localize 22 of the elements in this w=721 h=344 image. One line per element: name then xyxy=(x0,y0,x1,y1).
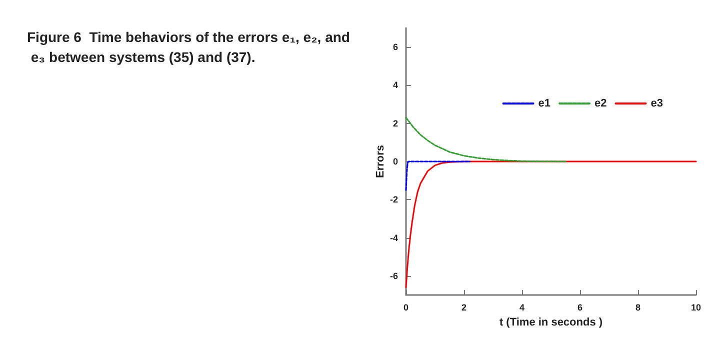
y-tick-label: 0 xyxy=(392,156,398,166)
x-tick-label: 6 xyxy=(577,302,583,312)
x-tick-label: 2 xyxy=(461,302,467,312)
x-tick-label: 4 xyxy=(519,302,525,312)
x-tick-label: 0 xyxy=(403,302,409,312)
y-axis-title: Errors xyxy=(374,144,387,178)
legend-label: e1 xyxy=(538,98,551,110)
line-series xyxy=(405,160,471,191)
legend-label: e2 xyxy=(594,98,607,110)
x-tick-label: 10 xyxy=(690,302,702,312)
text: Figure 6 Time behaviors of the errors e₁, e₂, and e₃ between systems (35) and (37). xyxy=(27,29,350,65)
x-tick-label: 8 xyxy=(635,302,641,312)
y-tick-label: -2 xyxy=(390,194,398,205)
y-tick-label: 4 xyxy=(392,80,398,90)
y-tick-label: -4 xyxy=(390,232,398,243)
y-tick-label: 2 xyxy=(392,118,398,128)
y-tick-label: -6 xyxy=(390,270,398,281)
legend-label: e3 xyxy=(650,98,664,110)
line-series xyxy=(405,160,697,288)
y-tick-label: 6 xyxy=(392,42,398,52)
line-series xyxy=(405,116,566,162)
x-axis-title: t (Time in seconds ) xyxy=(499,316,603,328)
